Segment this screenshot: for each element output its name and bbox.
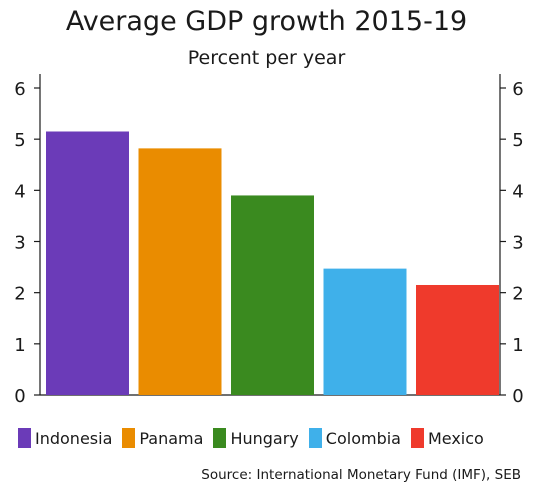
y-tick-label-right: 2 [512,284,523,305]
legend-label: Colombia [325,428,401,448]
legend-item-hungary: Hungary [213,428,299,448]
legend-label: Hungary [230,428,299,448]
legend-item-panama: Panama [122,428,203,448]
y-tick-label-left: 1 [14,335,25,356]
bar-panama [138,148,222,395]
legend-item-indonesia: Indonesia [18,428,112,448]
legend-swatch [410,428,424,448]
y-tick-label-right: 4 [512,181,523,202]
y-tick-label-left: 5 [14,130,25,151]
legend-swatch [18,428,31,448]
y-tick-label-left: 3 [14,233,25,254]
y-tick-label-right: 3 [512,233,523,254]
y-tick-label-left: 0 [14,386,25,407]
legend-swatch [122,428,136,448]
chart-title: Average GDP growth 2015-19 [65,6,468,37]
legend: Indonesia Panama Hungary Colombia Mexico [18,426,494,450]
legend-label: Panama [139,428,204,448]
y-tick-label-right: 6 [512,79,523,100]
y-tick-label-right: 1 [512,335,523,356]
bar-indonesia [46,131,129,395]
y-tick-label-right: 5 [512,130,523,151]
legend-label: Indonesia [35,428,113,448]
bar-colombia [323,268,407,395]
y-tick-label-left: 6 [14,79,25,100]
legend-swatch [213,428,227,448]
bar-hungary [231,195,314,395]
bar-mexico [416,284,499,395]
legend-swatch [308,428,322,448]
chart-subtitle: Percent per year [187,47,346,69]
legend-label: Mexico [427,428,484,448]
legend-item-mexico: Mexico [410,428,484,448]
y-tick-label-left: 2 [14,284,25,305]
y-tick-label-right: 0 [512,386,523,407]
y-tick-label-left: 4 [14,181,25,202]
source-note: Source: International Monetary Fund (IMF… [201,467,521,483]
legend-item-colombia: Colombia [308,428,401,448]
